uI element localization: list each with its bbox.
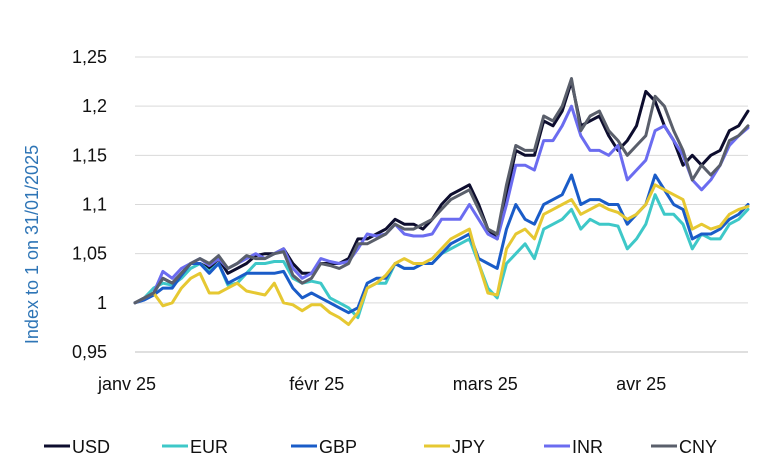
legend-entry-eur: EUR (162, 437, 228, 457)
legend-entry-gbp: GBP (291, 437, 357, 457)
series-lines (133, 77, 750, 326)
legend-entry-jpy: JPY (424, 437, 485, 457)
x-tick-label: janv 25 (97, 374, 156, 394)
y-tick-label: 0,95 (72, 342, 107, 362)
legend-entry-usd: USD (44, 437, 110, 457)
x-tick-label: mars 25 (453, 374, 518, 394)
series-line-cny (133, 77, 750, 305)
y-tick-label: 1,2 (82, 96, 107, 116)
y-axis-label: Index to 1 on 31/01/2025 (22, 145, 42, 344)
y-axis-ticks: 0,95 1 1,05 1,1 1,15 1,2 1,25 (72, 47, 107, 362)
legend-label: JPY (452, 437, 485, 457)
series-line-jpy (133, 183, 750, 326)
y-tick-label: 1,05 (72, 244, 107, 264)
x-tick-label: févr 25 (289, 374, 344, 394)
legend: USD EUR GBP JPY INR CNY (44, 437, 717, 457)
legend-label: GBP (319, 437, 357, 457)
legend-entry-cny: CNY (651, 437, 717, 457)
legend-label: CNY (679, 437, 717, 457)
series-line-usd (133, 80, 750, 305)
x-axis-ticks: janv 25 févr 25 mars 25 avr 25 (97, 374, 666, 394)
y-tick-label: 1,1 (82, 195, 107, 215)
legend-entry-inr: INR (544, 437, 603, 457)
legend-label: USD (72, 437, 110, 457)
legend-label: EUR (190, 437, 228, 457)
series-line-eur (133, 193, 750, 320)
x-tick-label: avr 25 (616, 374, 666, 394)
y-tick-label: 1,15 (72, 145, 107, 165)
legend-label: INR (572, 437, 603, 457)
y-tick-label: 1,25 (72, 47, 107, 67)
y-tick-label: 1 (97, 293, 107, 313)
